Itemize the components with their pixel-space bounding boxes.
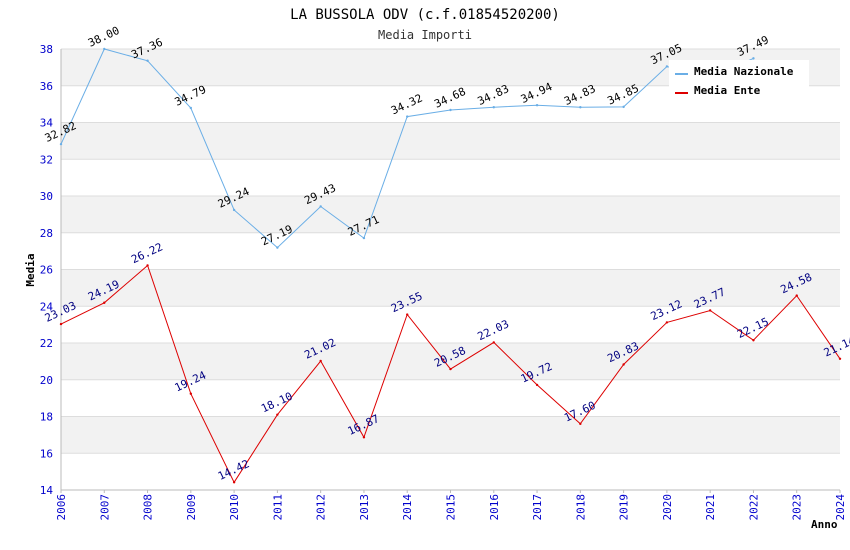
- x-tick-label: 2018: [574, 494, 587, 521]
- grid-band: [61, 232, 840, 270]
- legend: Media Nazionale Media Ente: [669, 60, 809, 102]
- x-tick-label: 2010: [228, 494, 241, 521]
- data-point-ente: [492, 341, 495, 344]
- legend-label-nazionale: Media Nazionale: [694, 65, 794, 78]
- data-point-ente: [59, 322, 63, 326]
- x-tick-label: 2023: [791, 494, 804, 521]
- data-point-ente: [276, 413, 279, 416]
- x-tick-label: 2021: [704, 494, 717, 521]
- x-tick-label: 2015: [445, 494, 458, 521]
- data-point-nazionale: [276, 246, 279, 249]
- data-point-ente: [189, 392, 193, 395]
- y-tick-label: 36: [40, 80, 53, 93]
- y-axis: 14 16 18 20 22 24 26 28 30 32 34 36 38: [40, 43, 54, 497]
- x-tick-label: 2011: [271, 494, 284, 521]
- legend-label-ente: Media Ente: [694, 84, 761, 97]
- x-tick-label: 2008: [142, 494, 155, 521]
- x-tick-label: 2006: [55, 494, 68, 521]
- y-tick-label: 18: [40, 411, 53, 424]
- data-point-ente: [795, 294, 798, 297]
- x-tick-label: 2020: [661, 494, 674, 521]
- data-point-ente: [406, 313, 409, 316]
- y-tick-label: 30: [40, 190, 53, 203]
- grid-band: [61, 343, 840, 380]
- x-tick-label: 2024: [834, 494, 847, 521]
- x-tick-label: 2014: [401, 494, 414, 521]
- x-tick-label: 2016: [488, 494, 501, 521]
- y-tick-label: 28: [40, 227, 53, 240]
- grid-band: [61, 159, 840, 196]
- data-point-nazionale: [189, 106, 193, 110]
- chart-subtitle: Media Importi: [378, 28, 472, 42]
- data-point-nazionale: [59, 142, 63, 146]
- data-point-ente: [449, 367, 452, 371]
- data-point-ente: [579, 422, 582, 426]
- data-point-nazionale: [146, 59, 149, 62]
- grid-band: [61, 269, 840, 307]
- data-point-ente: [103, 301, 106, 304]
- chart-title: LA BUSSOLA ODV (c.f.01854520200): [290, 7, 560, 23]
- grid-band: [61, 122, 840, 160]
- data-point-nazionale: [319, 205, 322, 208]
- data-point-nazionale: [232, 208, 236, 212]
- data-point-nazionale: [406, 115, 409, 118]
- data-point-ente: [232, 481, 236, 484]
- data-point-ente: [838, 357, 842, 361]
- x-tick-label: 2013: [358, 494, 371, 521]
- y-tick-label: 22: [40, 337, 53, 350]
- data-point-nazionale: [449, 108, 452, 112]
- data-point-nazionale: [103, 47, 106, 51]
- data-point-nazionale: [579, 106, 582, 109]
- data-point-ente: [319, 359, 322, 363]
- data-point-nazionale: [752, 57, 755, 60]
- y-tick-label: 14: [40, 484, 54, 497]
- grid-band: [61, 379, 840, 417]
- x-tick-label: 2012: [315, 494, 328, 521]
- data-point-ente: [752, 339, 755, 342]
- data-point-nazionale: [622, 105, 625, 109]
- y-tick-label: 20: [40, 374, 53, 387]
- x-axis-label: Anno: [811, 518, 838, 531]
- grid-band: [61, 453, 840, 490]
- y-tick-label: 32: [40, 153, 53, 166]
- data-point-nazionale: [535, 104, 539, 107]
- data-point-nazionale: [362, 236, 366, 240]
- legend-box: [669, 60, 809, 102]
- grid-band: [61, 196, 840, 233]
- y-axis-label: Media: [24, 253, 37, 286]
- y-tick-label: 38: [40, 43, 53, 56]
- grid-band: [61, 416, 840, 454]
- data-point-ente: [362, 436, 366, 439]
- x-tick-label: 2017: [531, 494, 544, 521]
- x-tick-label: 2007: [98, 494, 111, 521]
- grid-bands: [61, 49, 840, 490]
- data-point-nazionale: [665, 65, 669, 68]
- data-point-ente: [146, 264, 149, 267]
- y-tick-label: 16: [40, 447, 53, 460]
- data-point-ente: [665, 321, 669, 324]
- grid-band: [61, 306, 840, 343]
- y-tick-label: 26: [40, 264, 53, 277]
- y-tick-label: 34: [40, 117, 54, 130]
- x-axis: 2006 2007 2008 2009 2010 2011 2012 2013 2014 2015…: [55, 490, 847, 521]
- x-tick-label: 2009: [185, 494, 198, 521]
- data-point-nazionale: [492, 106, 495, 109]
- data-label-nazionale: 38.00: [86, 24, 122, 50]
- x-tick-label: 2019: [618, 494, 631, 521]
- data-point-ente: [535, 383, 539, 387]
- data-point-ente: [622, 363, 625, 366]
- data-point-ente: [708, 309, 712, 312]
- y-tick-label: 24: [40, 300, 54, 313]
- x-tick-label: 2022: [747, 494, 760, 521]
